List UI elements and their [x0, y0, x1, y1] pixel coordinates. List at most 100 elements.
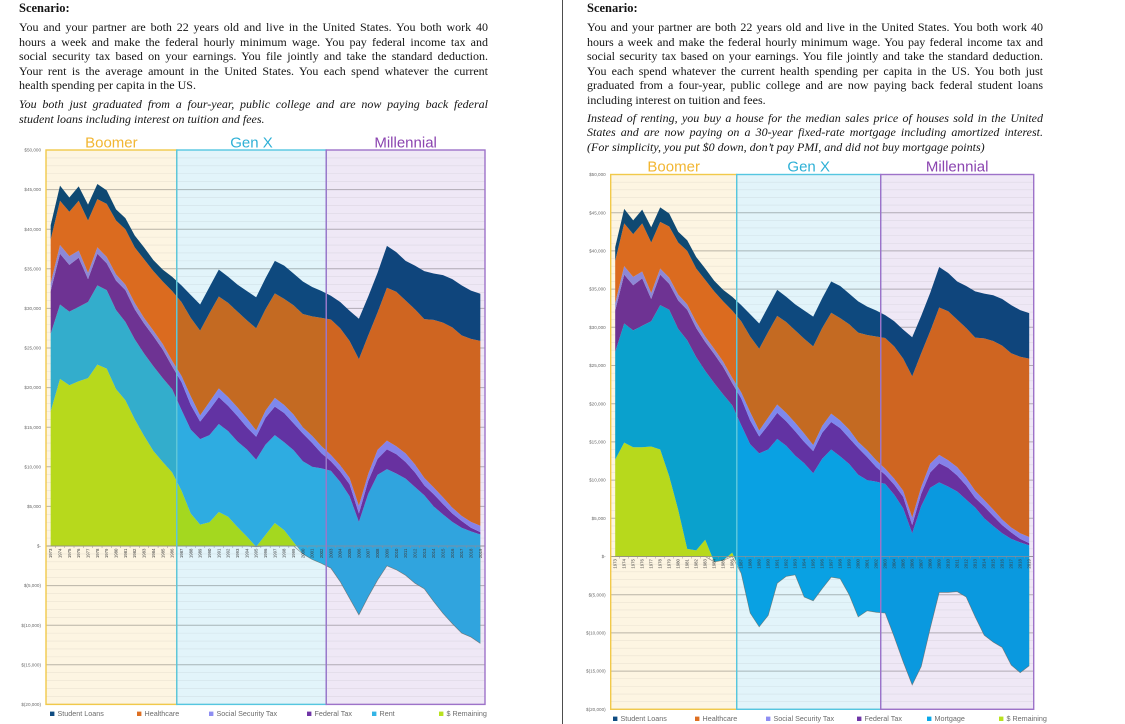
region-title-boomer: Boomer: [85, 135, 138, 152]
x-tick-label: 1994: [244, 548, 249, 558]
y-tick-label: $50,000: [24, 148, 41, 153]
legend-label: Federal Tax: [315, 709, 353, 718]
x-tick-label: 2002: [319, 548, 324, 558]
y-tick-labels: $50,000 $45,000 $40,000 $35,000 $30,000 $25,0…: [586, 172, 606, 712]
x-tick-label: 2013: [973, 558, 978, 568]
x-tick-label: 1984: [151, 548, 156, 558]
x-tick-label: 1986: [730, 558, 735, 568]
region-tint-gen-x: [736, 174, 881, 710]
x-tick-label: 1988: [748, 558, 753, 568]
x-tick-label: 2010: [394, 548, 399, 558]
left-document-page: Scenario: You and your partner are both …: [19, 0, 488, 130]
x-tick-label: 2003: [328, 548, 333, 558]
region-tint-gen-x: [176, 150, 327, 705]
legend-item-student-loans: Student Loans: [50, 709, 104, 718]
x-tick-label: 2010: [946, 558, 951, 568]
x-tick-label: 1990: [207, 548, 212, 558]
legend-swatch: [695, 716, 700, 721]
scenario-heading: Scenario:: [19, 1, 70, 15]
x-tick-label: 1985: [160, 548, 165, 558]
legend-swatch: [209, 711, 214, 716]
x-tick-label: 2005: [347, 548, 352, 558]
x-tick-label: 1974: [58, 548, 63, 558]
x-tick-label: 1975: [67, 548, 72, 558]
legend-label: $ Remaining: [447, 709, 487, 718]
region-title-gen-x: Gen X: [787, 159, 830, 176]
x-tick-label: 1982: [132, 548, 137, 558]
legend-label: Social Security Tax: [774, 714, 835, 723]
x-tick-label: 1984: [712, 558, 717, 568]
y-tick-label: $-: [37, 544, 42, 549]
y-tick-label: $(5,000): [24, 583, 42, 588]
paragraph-line: States and are now paying on a 30-year f…: [587, 125, 1043, 139]
y-tick-label: $(5,000): [589, 592, 607, 597]
x-tick-label: 1982: [694, 558, 699, 568]
y-tick-label: $5,000: [592, 516, 606, 521]
x-tick-label: 1977: [649, 558, 654, 568]
legend-swatch: [857, 716, 862, 721]
legend-swatch: [927, 716, 932, 721]
x-tick-label: 1991: [775, 558, 780, 568]
paragraph-line: student loans including interest on tuit…: [19, 111, 265, 126]
y-tick-label: $25,000: [589, 363, 606, 368]
x-tick-label: 2000: [300, 548, 305, 558]
x-tick-label: 2019: [478, 548, 483, 558]
x-tick-label: 2015: [440, 548, 445, 558]
paragraph-line: You and your partner are both 22 years o…: [19, 20, 488, 34]
y-tick-label: $10,000: [24, 464, 41, 469]
x-tick-label: 2011: [403, 548, 408, 558]
x-tick-label: 2007: [366, 548, 371, 558]
paragraph-line: (For simplicity, you put $0 down, don’t …: [587, 139, 985, 154]
x-tick-label: 2004: [892, 558, 897, 568]
scenario-variant-paragraph: You both just graduated from a four-year…: [19, 97, 488, 126]
y-tick-label: $15,000: [589, 440, 606, 445]
x-tick-label: 1996: [263, 548, 268, 558]
region-box-millennial: [880, 173, 1035, 710]
legend-label: Student Loans: [621, 714, 668, 723]
page-divider: [562, 0, 563, 724]
x-tick-label: 1983: [703, 558, 708, 568]
legend-label: Student Loans: [58, 709, 105, 718]
x-tick-label: 2015: [991, 558, 996, 568]
legend-label: Mortgage: [935, 714, 965, 723]
y-tick-label: $30,000: [24, 306, 41, 311]
x-tick-label: 2008: [375, 548, 380, 558]
paragraph-line: graduated from a four-year, public colle…: [587, 78, 1043, 92]
x-tick-label: 2001: [310, 548, 315, 558]
x-tick-label: 2019: [1027, 558, 1032, 568]
x-tick-label: 1988: [188, 548, 193, 558]
x-tick-label: 1976: [640, 558, 645, 568]
legend-item-social-security-tax: Social Security Tax: [209, 709, 277, 718]
x-tick-label: 1985: [721, 558, 726, 568]
x-tick-label: 1979: [667, 558, 672, 568]
x-tick-label: 1997: [272, 548, 277, 558]
legend-label: $ Remaining: [1007, 714, 1047, 723]
scenario-paragraph: You and your partner are both 22 years o…: [587, 20, 1043, 107]
x-tick-label: 2012: [964, 558, 969, 568]
region-title-boomer: Boomer: [647, 159, 700, 176]
x-tick-label: 2001: [865, 558, 870, 568]
y-tick-label: $35,000: [24, 266, 41, 271]
legend-item-remaining: $ Remaining: [999, 714, 1047, 723]
y-tick-label: $25,000: [24, 346, 41, 351]
paragraph-line: hours a week and make the federal hourly…: [587, 34, 1043, 49]
x-tick-label: 1998: [838, 558, 843, 568]
legend-swatch: [613, 716, 618, 721]
scenario-heading: Scenario:: [587, 1, 638, 15]
x-tick-label: 2016: [1000, 558, 1005, 568]
y-tick-label: $20,000: [589, 401, 606, 406]
legend-swatch: [439, 711, 444, 716]
legend-label: Federal Tax: [865, 714, 903, 723]
legend-item-federal-tax: Federal Tax: [307, 709, 352, 718]
x-tick-label: 2000: [856, 558, 861, 568]
legend-item-student-loans: Student Loans: [613, 714, 667, 723]
x-tick-label: 1994: [802, 558, 807, 568]
x-tick-label: 1992: [226, 548, 231, 558]
x-tick-label: 1990: [766, 558, 771, 568]
y-tick-label: $20,000: [24, 385, 41, 390]
y-tick-label: $15,000: [24, 425, 41, 430]
legend-swatch: [307, 711, 312, 716]
x-tick-label: 1983: [142, 548, 147, 558]
